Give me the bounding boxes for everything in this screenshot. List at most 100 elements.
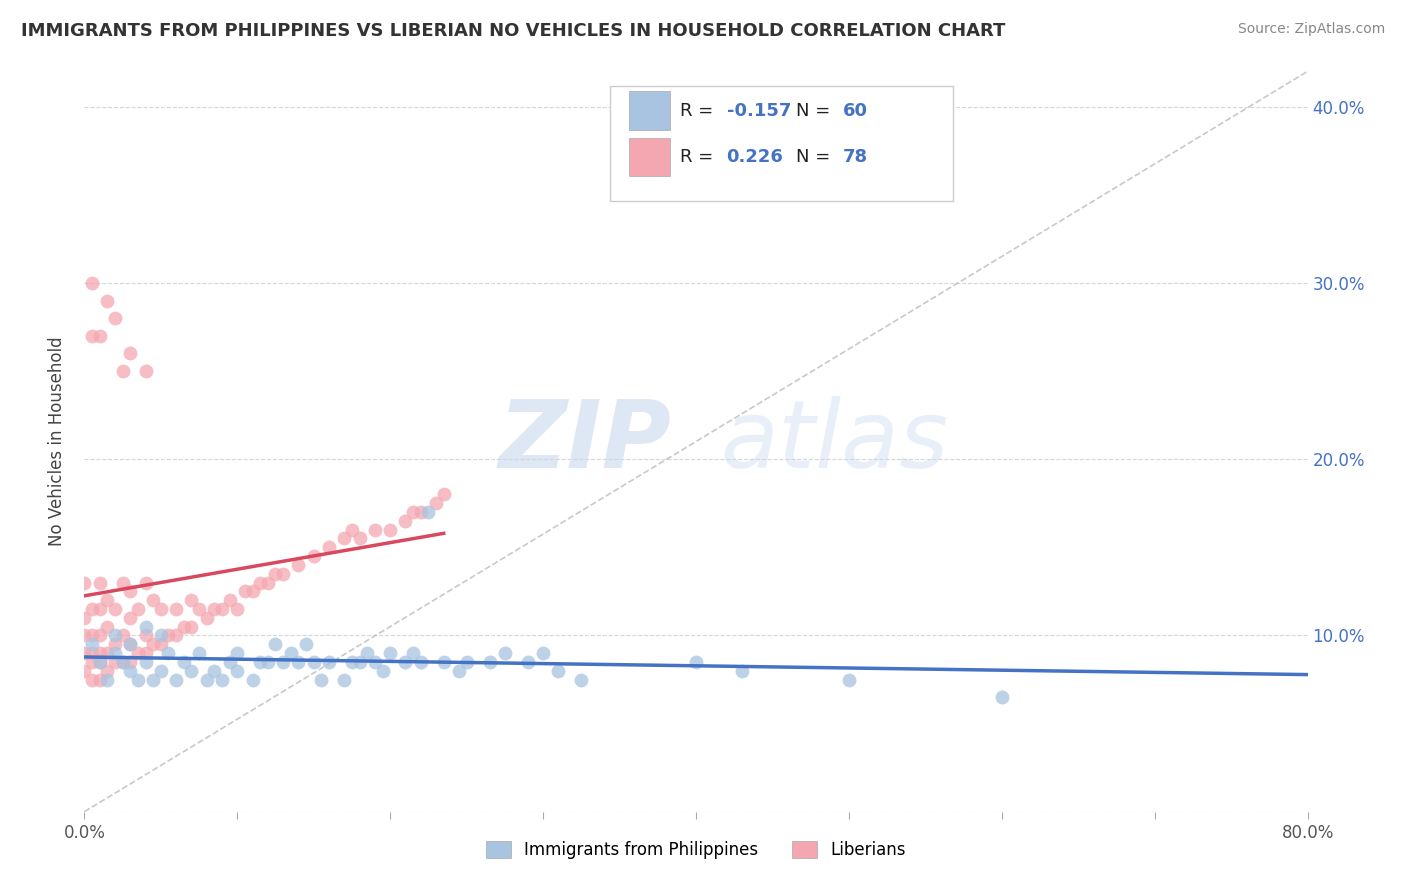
Point bbox=[89, 328, 111, 343]
Text: N =: N = bbox=[796, 102, 837, 120]
Point bbox=[89, 673, 111, 687]
Point bbox=[447, 664, 470, 678]
Point bbox=[89, 646, 111, 660]
Point bbox=[242, 584, 264, 599]
Point bbox=[89, 602, 111, 616]
Text: atlas: atlas bbox=[720, 396, 949, 487]
Point bbox=[180, 619, 202, 633]
Point bbox=[271, 566, 294, 581]
Point bbox=[165, 628, 187, 642]
Point bbox=[89, 628, 111, 642]
Point bbox=[264, 637, 287, 651]
Point bbox=[402, 505, 425, 519]
Point bbox=[218, 655, 240, 669]
Point bbox=[364, 523, 387, 537]
Point bbox=[104, 655, 127, 669]
Point bbox=[195, 611, 218, 625]
Text: ZIP: ZIP bbox=[499, 395, 672, 488]
Point bbox=[173, 619, 195, 633]
Text: R =: R = bbox=[681, 148, 718, 166]
Point bbox=[111, 628, 134, 642]
Point bbox=[135, 575, 157, 590]
Point bbox=[73, 664, 96, 678]
Text: 78: 78 bbox=[842, 148, 868, 166]
Point bbox=[96, 293, 118, 308]
Point bbox=[295, 637, 318, 651]
Point bbox=[547, 664, 569, 678]
Point bbox=[120, 637, 142, 651]
Point bbox=[409, 655, 432, 669]
Point bbox=[202, 664, 225, 678]
Point bbox=[80, 602, 103, 616]
Point bbox=[364, 655, 387, 669]
Point bbox=[318, 541, 340, 555]
Point bbox=[195, 673, 218, 687]
Point bbox=[356, 646, 378, 660]
Point bbox=[271, 655, 294, 669]
Point bbox=[494, 646, 516, 660]
Point bbox=[311, 673, 333, 687]
Point bbox=[73, 646, 96, 660]
Point bbox=[409, 505, 432, 519]
Point bbox=[135, 364, 157, 378]
Point bbox=[142, 593, 165, 607]
Point bbox=[104, 628, 127, 642]
Point bbox=[349, 532, 371, 546]
Point bbox=[149, 628, 172, 642]
Point bbox=[257, 655, 280, 669]
Point bbox=[249, 655, 271, 669]
Point bbox=[157, 646, 180, 660]
Point bbox=[280, 646, 302, 660]
Point bbox=[211, 673, 233, 687]
FancyBboxPatch shape bbox=[610, 87, 953, 201]
Point bbox=[569, 673, 592, 687]
Text: 0.226: 0.226 bbox=[727, 148, 783, 166]
Point bbox=[80, 628, 103, 642]
Point bbox=[333, 673, 356, 687]
Point bbox=[211, 602, 233, 616]
Point bbox=[96, 593, 118, 607]
Point bbox=[149, 664, 172, 678]
Point bbox=[242, 673, 264, 687]
FancyBboxPatch shape bbox=[628, 138, 671, 177]
Point bbox=[120, 584, 142, 599]
Legend: Immigrants from Philippines, Liberians: Immigrants from Philippines, Liberians bbox=[486, 841, 905, 859]
Point bbox=[333, 532, 356, 546]
Point bbox=[180, 664, 202, 678]
Point bbox=[157, 628, 180, 642]
Point bbox=[89, 575, 111, 590]
Point bbox=[371, 664, 394, 678]
Point bbox=[120, 655, 142, 669]
Point bbox=[188, 602, 211, 616]
Point bbox=[349, 655, 371, 669]
Point bbox=[80, 328, 103, 343]
Point bbox=[96, 673, 118, 687]
Point bbox=[80, 655, 103, 669]
Point bbox=[418, 505, 440, 519]
FancyBboxPatch shape bbox=[628, 91, 671, 130]
Point bbox=[142, 673, 165, 687]
Point bbox=[73, 575, 96, 590]
Point bbox=[111, 655, 134, 669]
Point bbox=[433, 655, 456, 669]
Point bbox=[165, 602, 187, 616]
Point bbox=[226, 602, 249, 616]
Point bbox=[104, 646, 127, 660]
Point bbox=[80, 646, 103, 660]
Point bbox=[165, 673, 187, 687]
Point bbox=[80, 673, 103, 687]
Point bbox=[80, 637, 103, 651]
Point bbox=[73, 611, 96, 625]
Point bbox=[226, 646, 249, 660]
Point bbox=[127, 673, 149, 687]
Text: Source: ZipAtlas.com: Source: ZipAtlas.com bbox=[1237, 22, 1385, 37]
Point bbox=[135, 628, 157, 642]
Point bbox=[120, 611, 142, 625]
Point bbox=[218, 593, 240, 607]
Point bbox=[425, 496, 447, 510]
Point bbox=[226, 664, 249, 678]
Point bbox=[111, 655, 134, 669]
Point bbox=[478, 655, 501, 669]
Point bbox=[96, 664, 118, 678]
Point bbox=[456, 655, 478, 669]
